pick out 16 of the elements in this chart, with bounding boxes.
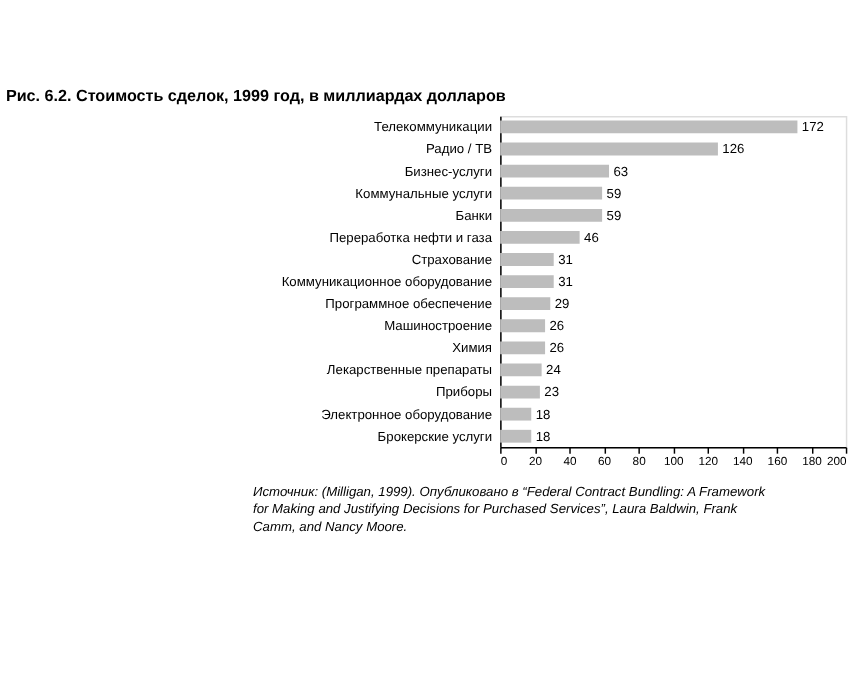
- text: Рис. 6.2. Стоимость сделок, 1999 год, в миллиардах долларов: [5, 87, 506, 106]
- bar: [500, 275, 554, 288]
- bar: [500, 120, 798, 134]
- bar: [500, 230, 580, 244]
- bar: [500, 319, 546, 333]
- bar: [500, 164, 610, 178]
- bar: [500, 385, 540, 399]
- bar: [500, 429, 532, 443]
- bar: [500, 407, 532, 421]
- bar: [500, 363, 542, 377]
- bar: [500, 297, 551, 311]
- bar: [500, 142, 718, 156]
- bar: [500, 253, 554, 266]
- bar: [500, 208, 603, 222]
- bar: [500, 341, 546, 355]
- bar: [500, 186, 603, 200]
